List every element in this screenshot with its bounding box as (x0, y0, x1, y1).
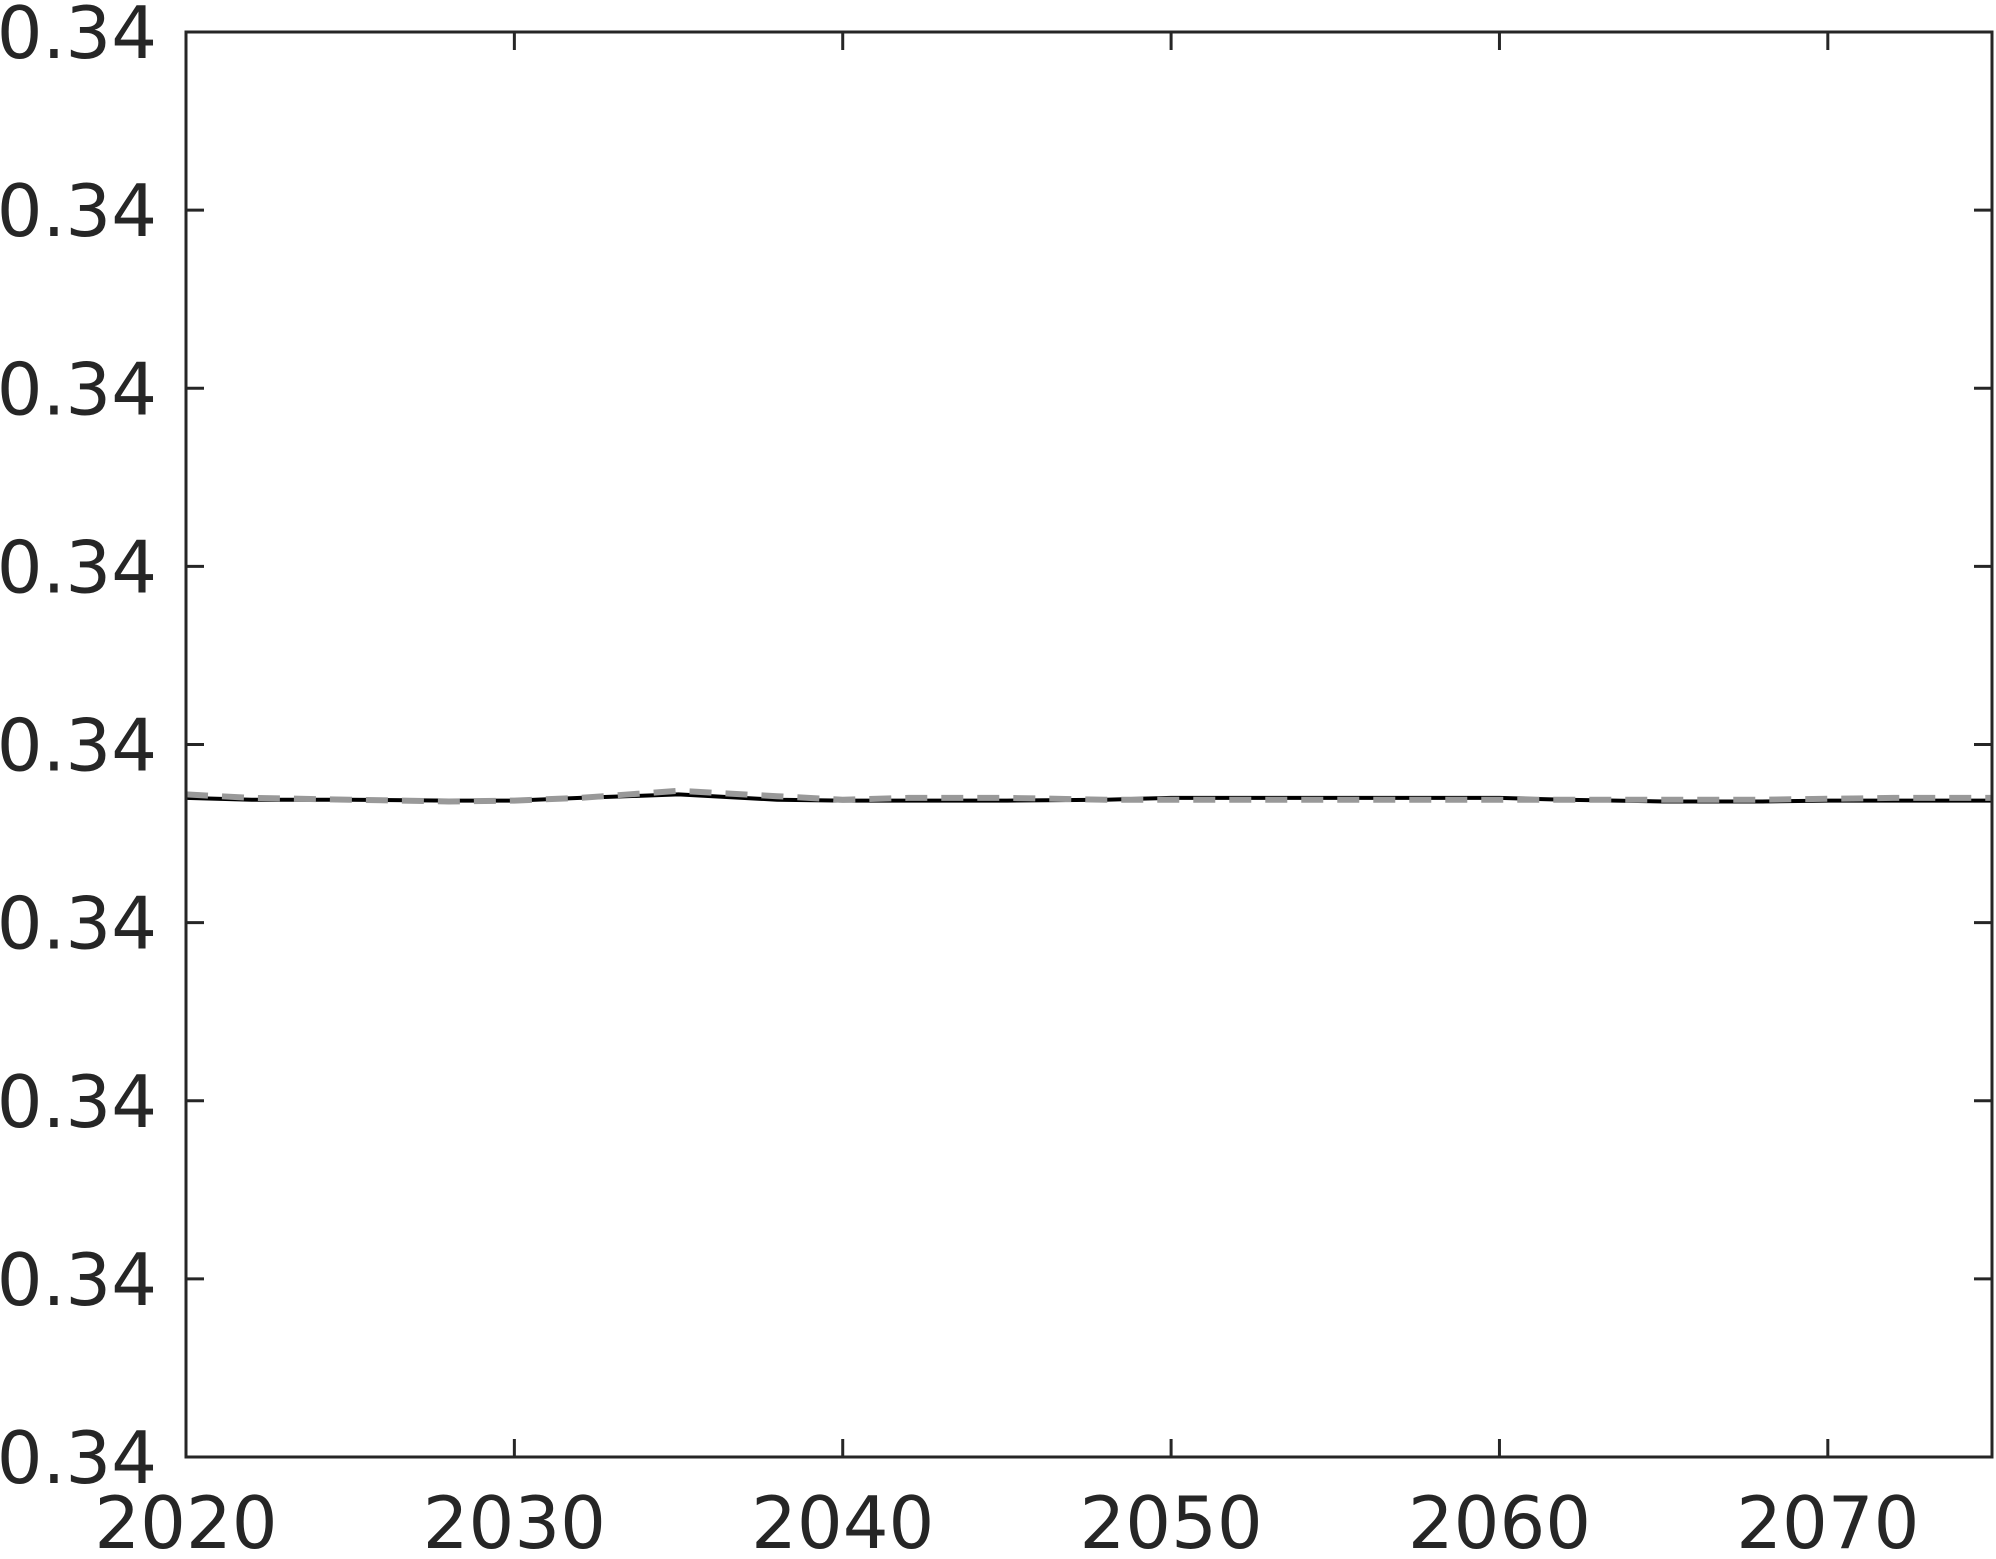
y-tick-label: 0.34 (0, 1238, 157, 1322)
y-tick-label: 0.34 (0, 169, 157, 253)
x-axis: 2020 2030 2040 2050 2060 2070 (94, 32, 1919, 1559)
y-axis: 0.34 0.34 0.34 0.34 0.34 0.34 0.34 0.34 0.34 (0, 0, 1992, 1500)
y-tick-label: 0.34 (0, 0, 157, 75)
y-tick-label: 0.34 (0, 347, 157, 431)
plot-frame (184, 30, 1994, 1459)
series-line-2 (185, 787, 1992, 805)
y-tick-label: 0.34 (0, 525, 157, 609)
y-tick-label: 0.34 (0, 1416, 157, 1500)
y-tick-label: 0.34 (0, 1060, 157, 1144)
plot-area (185, 787, 1992, 805)
x-tick-label: 2040 (751, 1481, 934, 1554)
x-tick-label: 2030 (423, 1481, 606, 1554)
x-tick-label: 2070 (1736, 1481, 1919, 1554)
x-tick-label: 2060 (1408, 1481, 1591, 1554)
x-tick-label: 2050 (1079, 1481, 1262, 1554)
y-tick-label: 0.34 (0, 704, 157, 788)
y-tick-label: 0.34 (0, 882, 157, 966)
x-tick-label: 2020 (94, 1481, 277, 1554)
